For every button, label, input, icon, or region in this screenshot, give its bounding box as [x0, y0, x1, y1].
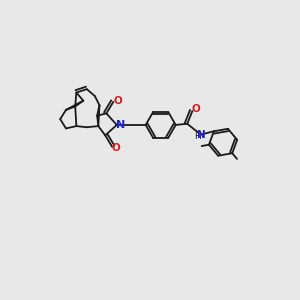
Text: O: O — [112, 143, 121, 153]
Text: H: H — [194, 132, 201, 141]
Text: N: N — [197, 130, 206, 140]
Text: O: O — [113, 96, 122, 106]
Text: O: O — [191, 104, 200, 114]
Text: N: N — [116, 120, 126, 130]
